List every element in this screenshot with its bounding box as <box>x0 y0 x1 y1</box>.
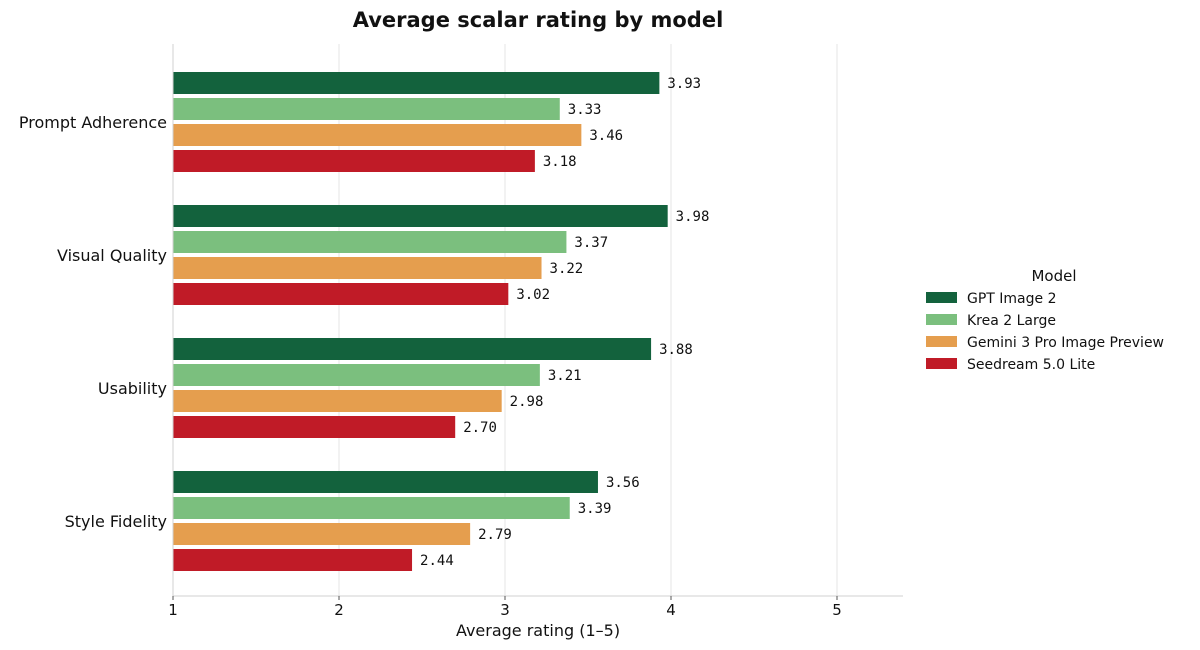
legend: Model GPT Image 2 Krea 2 Large Gemini 3 Pr… <box>926 267 1164 373</box>
value-label-usability-seedream-5-0-lite: 2.70 <box>463 420 497 436</box>
x-tick-label: 2 <box>334 601 344 619</box>
legend-swatch-seedream-5-0-lite <box>926 358 957 369</box>
x-tick-label: 4 <box>666 601 676 619</box>
x-axis-label: Average rating (1–5) <box>456 621 620 640</box>
value-label-usability-krea-2-large: 3.21 <box>548 368 582 384</box>
category-label-style-fidelity: Style Fidelity <box>65 512 167 531</box>
value-label-style-fidelity-gemini-3-pro-image-preview: 2.79 <box>478 527 512 543</box>
axes: 1 2 3 4 5 Prompt Adherence Visual Quality Usabi… <box>19 44 903 619</box>
value-label-style-fidelity-seedream-5-0-lite: 2.44 <box>420 553 454 569</box>
value-label-visual-quality-gpt-image-2: 3.98 <box>676 209 710 225</box>
x-tick-label: 3 <box>500 601 510 619</box>
category-label-visual-quality: Visual Quality <box>57 246 167 265</box>
bar-usability-krea-2-large <box>173 364 540 386</box>
x-tick-label: 5 <box>832 601 842 619</box>
legend-title: Model <box>1031 267 1076 285</box>
bar-visual-quality-gpt-image-2 <box>173 205 668 227</box>
bar-visual-quality-krea-2-large <box>173 231 567 253</box>
value-label-prompt-adherence-gpt-image-2: 3.93 <box>667 76 701 92</box>
chart-title: Average scalar rating by model <box>353 8 724 32</box>
legend-label-krea-2-large: Krea 2 Large <box>967 313 1056 329</box>
bar-usability-gpt-image-2 <box>173 338 652 360</box>
value-label-prompt-adherence-gemini-3-pro-image-preview: 3.46 <box>589 128 623 144</box>
bar-style-fidelity-gemini-3-pro-image-preview <box>173 523 471 545</box>
value-label-prompt-adherence-krea-2-large: 3.33 <box>568 102 602 118</box>
legend-label-gpt-image-2: GPT Image 2 <box>967 291 1057 307</box>
legend-label-seedream-5-0-lite: Seedream 5.0 Lite <box>967 357 1095 373</box>
legend-label-gemini-3-pro-image-preview: Gemini 3 Pro Image Preview <box>967 335 1164 351</box>
bars <box>173 72 668 571</box>
bar-prompt-adherence-gemini-3-pro-image-preview <box>173 124 582 146</box>
bar-prompt-adherence-seedream-5-0-lite <box>173 150 535 172</box>
category-label-usability: Usability <box>98 379 167 398</box>
x-tick-label: 1 <box>168 601 178 619</box>
value-label-visual-quality-krea-2-large: 3.37 <box>574 235 608 251</box>
value-label-usability-gpt-image-2: 3.88 <box>659 342 693 358</box>
bar-style-fidelity-seedream-5-0-lite <box>173 549 413 571</box>
bar-style-fidelity-krea-2-large <box>173 497 570 519</box>
bar-usability-seedream-5-0-lite <box>173 416 456 438</box>
bar-prompt-adherence-krea-2-large <box>173 98 560 120</box>
legend-swatch-gpt-image-2 <box>926 292 957 303</box>
value-label-style-fidelity-krea-2-large: 3.39 <box>578 501 612 517</box>
value-label-usability-gemini-3-pro-image-preview: 2.98 <box>510 394 544 410</box>
bar-visual-quality-gemini-3-pro-image-preview <box>173 257 542 279</box>
bar-style-fidelity-gpt-image-2 <box>173 471 598 493</box>
value-label-visual-quality-gemini-3-pro-image-preview: 3.22 <box>550 261 584 277</box>
bar-usability-gemini-3-pro-image-preview <box>173 390 502 412</box>
value-label-visual-quality-seedream-5-0-lite: 3.02 <box>516 287 550 303</box>
value-labels: 3.93 3.33 3.46 3.18 3.98 3.37 3.223.02 3.88 3.21… <box>420 76 709 569</box>
value-label-style-fidelity-gpt-image-2: 3.56 <box>606 475 640 491</box>
legend-swatch-krea-2-large <box>926 314 957 325</box>
bar-prompt-adherence-gpt-image-2 <box>173 72 660 94</box>
category-label-prompt-adherence: Prompt Adherence <box>19 113 167 132</box>
legend-swatch-gemini-3-pro-image-preview <box>926 336 957 347</box>
value-label-prompt-adherence-seedream-5-0-lite: 3.18 <box>543 154 577 170</box>
bar-visual-quality-seedream-5-0-lite <box>173 283 509 305</box>
